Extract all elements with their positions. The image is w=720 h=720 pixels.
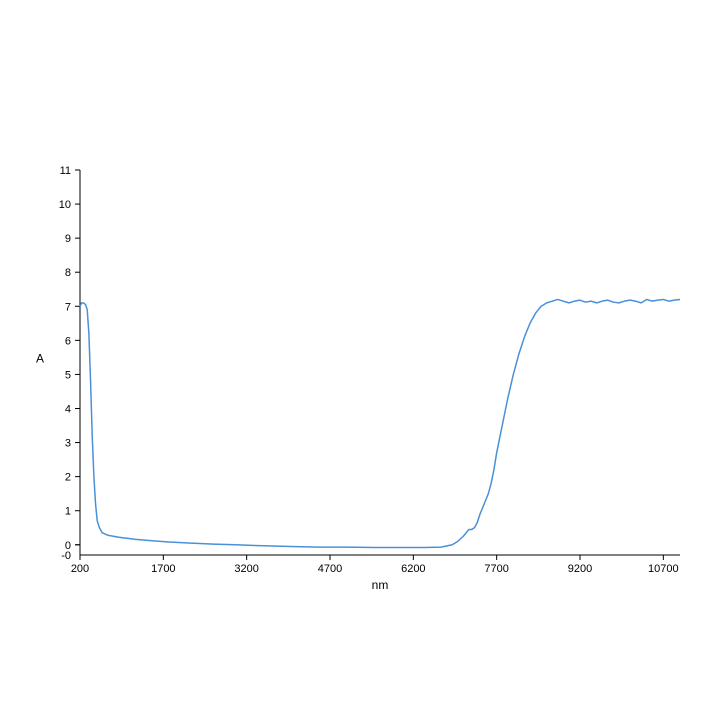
svg-text:8: 8: [65, 267, 71, 279]
chart-svg: 20017003200470062007700920010700-0012345…: [0, 0, 720, 720]
svg-text:2: 2: [65, 472, 71, 484]
svg-text:7700: 7700: [484, 563, 508, 575]
svg-text:10: 10: [59, 199, 71, 211]
svg-text:7: 7: [65, 301, 71, 313]
svg-text:3: 3: [65, 438, 71, 450]
svg-text:9200: 9200: [568, 563, 592, 575]
spectrum-chart: 20017003200470062007700920010700-0012345…: [0, 0, 720, 720]
svg-text:4: 4: [65, 403, 71, 415]
svg-text:nm: nm: [372, 578, 389, 592]
svg-text:A: A: [36, 352, 44, 366]
svg-text:6200: 6200: [401, 563, 425, 575]
svg-text:3200: 3200: [234, 563, 258, 575]
svg-text:9: 9: [65, 233, 71, 245]
svg-text:200: 200: [71, 563, 89, 575]
svg-text:6: 6: [65, 335, 71, 347]
svg-text:0: 0: [65, 540, 71, 552]
svg-text:1: 1: [65, 506, 71, 518]
svg-text:10700: 10700: [648, 563, 679, 575]
svg-text:1700: 1700: [151, 563, 175, 575]
svg-text:5: 5: [65, 369, 71, 381]
svg-text:4700: 4700: [318, 563, 342, 575]
svg-text:11: 11: [60, 165, 71, 177]
